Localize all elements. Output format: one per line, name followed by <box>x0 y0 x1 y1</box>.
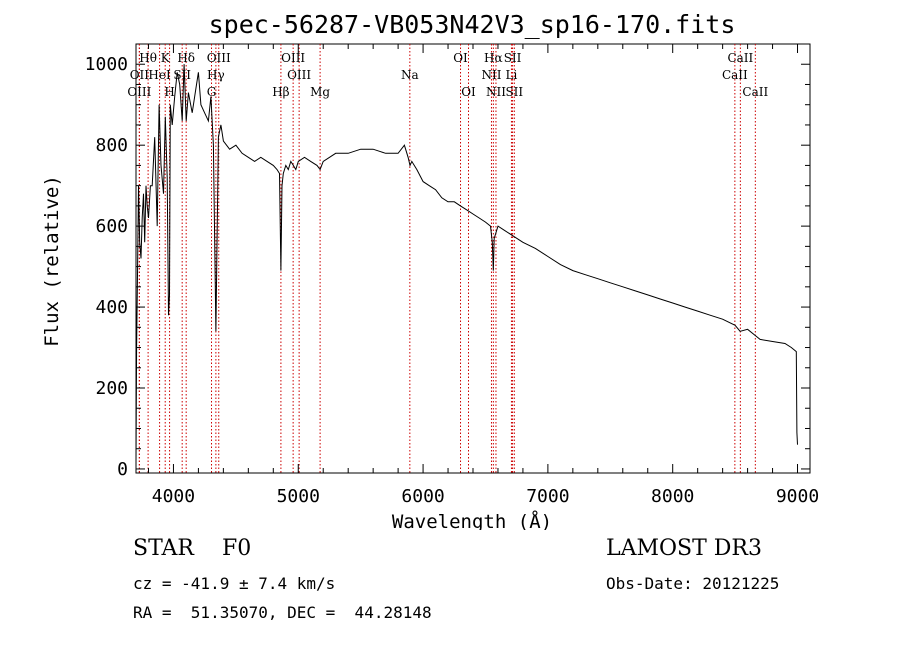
spectrum-chart: spec-56287-VB053N42V3_sp16-170.fits Hθ OI… <box>41 10 819 530</box>
line-label: OII <box>130 68 150 82</box>
line-label: HeI <box>148 68 171 82</box>
line-label: Na <box>401 68 419 82</box>
y-tick-label: 1000 <box>85 54 128 75</box>
line-label: H <box>164 85 174 99</box>
y-tick-label: 0 <box>117 459 128 480</box>
line-label: OIII <box>287 68 311 82</box>
y-axis: 0 200 400 600 800 1000 <box>85 54 810 480</box>
x-tick-label: 7000 <box>526 486 569 507</box>
y-tick-label: 200 <box>95 378 128 399</box>
line-label: OIII <box>207 51 231 65</box>
x-tick-label: 5000 <box>277 486 320 507</box>
redshift-velocity: cz = -41.9 ± 7.4 km/s <box>133 574 336 593</box>
line-label: NII <box>486 85 506 99</box>
line-label: Hγ <box>207 68 225 82</box>
line-label: Hδ <box>177 51 195 65</box>
spectral-line-markers <box>138 44 756 473</box>
coordinates: RA = 51.35070, DEC = 44.28148 <box>133 603 432 622</box>
y-tick-label: 800 <box>95 135 128 156</box>
line-label: K <box>161 51 171 65</box>
y-tick-label: 400 <box>95 297 128 318</box>
line-label: G <box>207 85 217 99</box>
survey-name: LAMOST DR3 <box>606 536 762 561</box>
line-label: Hθ <box>139 51 157 65</box>
y-axis-label: Flux (relative) <box>41 175 63 347</box>
plot-frame <box>135 43 811 474</box>
x-tick-label: 6000 <box>401 486 444 507</box>
spectrum-line <box>135 64 798 461</box>
line-label: Li <box>506 68 518 82</box>
line-label: CaII <box>742 85 768 99</box>
x-tick-label: 4000 <box>152 486 195 507</box>
y-tick-label: 600 <box>95 216 128 237</box>
line-label: CaII <box>727 51 753 65</box>
x-axis: 4000 5000 6000 7000 8000 9000 <box>147 44 819 507</box>
x-axis-label: Wavelength (Å) <box>392 510 552 530</box>
line-label: OIII <box>127 85 151 99</box>
x-tick-label: 8000 <box>651 486 694 507</box>
line-label: OI <box>461 85 476 99</box>
line-label: SII <box>504 51 522 65</box>
line-label: Mg <box>310 85 330 99</box>
line-label: NII <box>481 68 501 82</box>
observation-date: Obs-Date: 20121225 <box>606 574 780 593</box>
line-label: Hα <box>484 51 503 65</box>
line-label: Hβ <box>272 85 289 99</box>
line-label: SII <box>173 68 191 82</box>
line-label: OI <box>453 51 468 65</box>
x-tick-label: 9000 <box>776 486 819 507</box>
line-label: OIII <box>281 51 305 65</box>
line-label: SII <box>505 85 523 99</box>
chart-title: spec-56287-VB053N42V3_sp16-170.fits <box>209 10 736 39</box>
line-label: CaII <box>722 68 748 82</box>
object-class: STAR F0 <box>133 536 252 561</box>
